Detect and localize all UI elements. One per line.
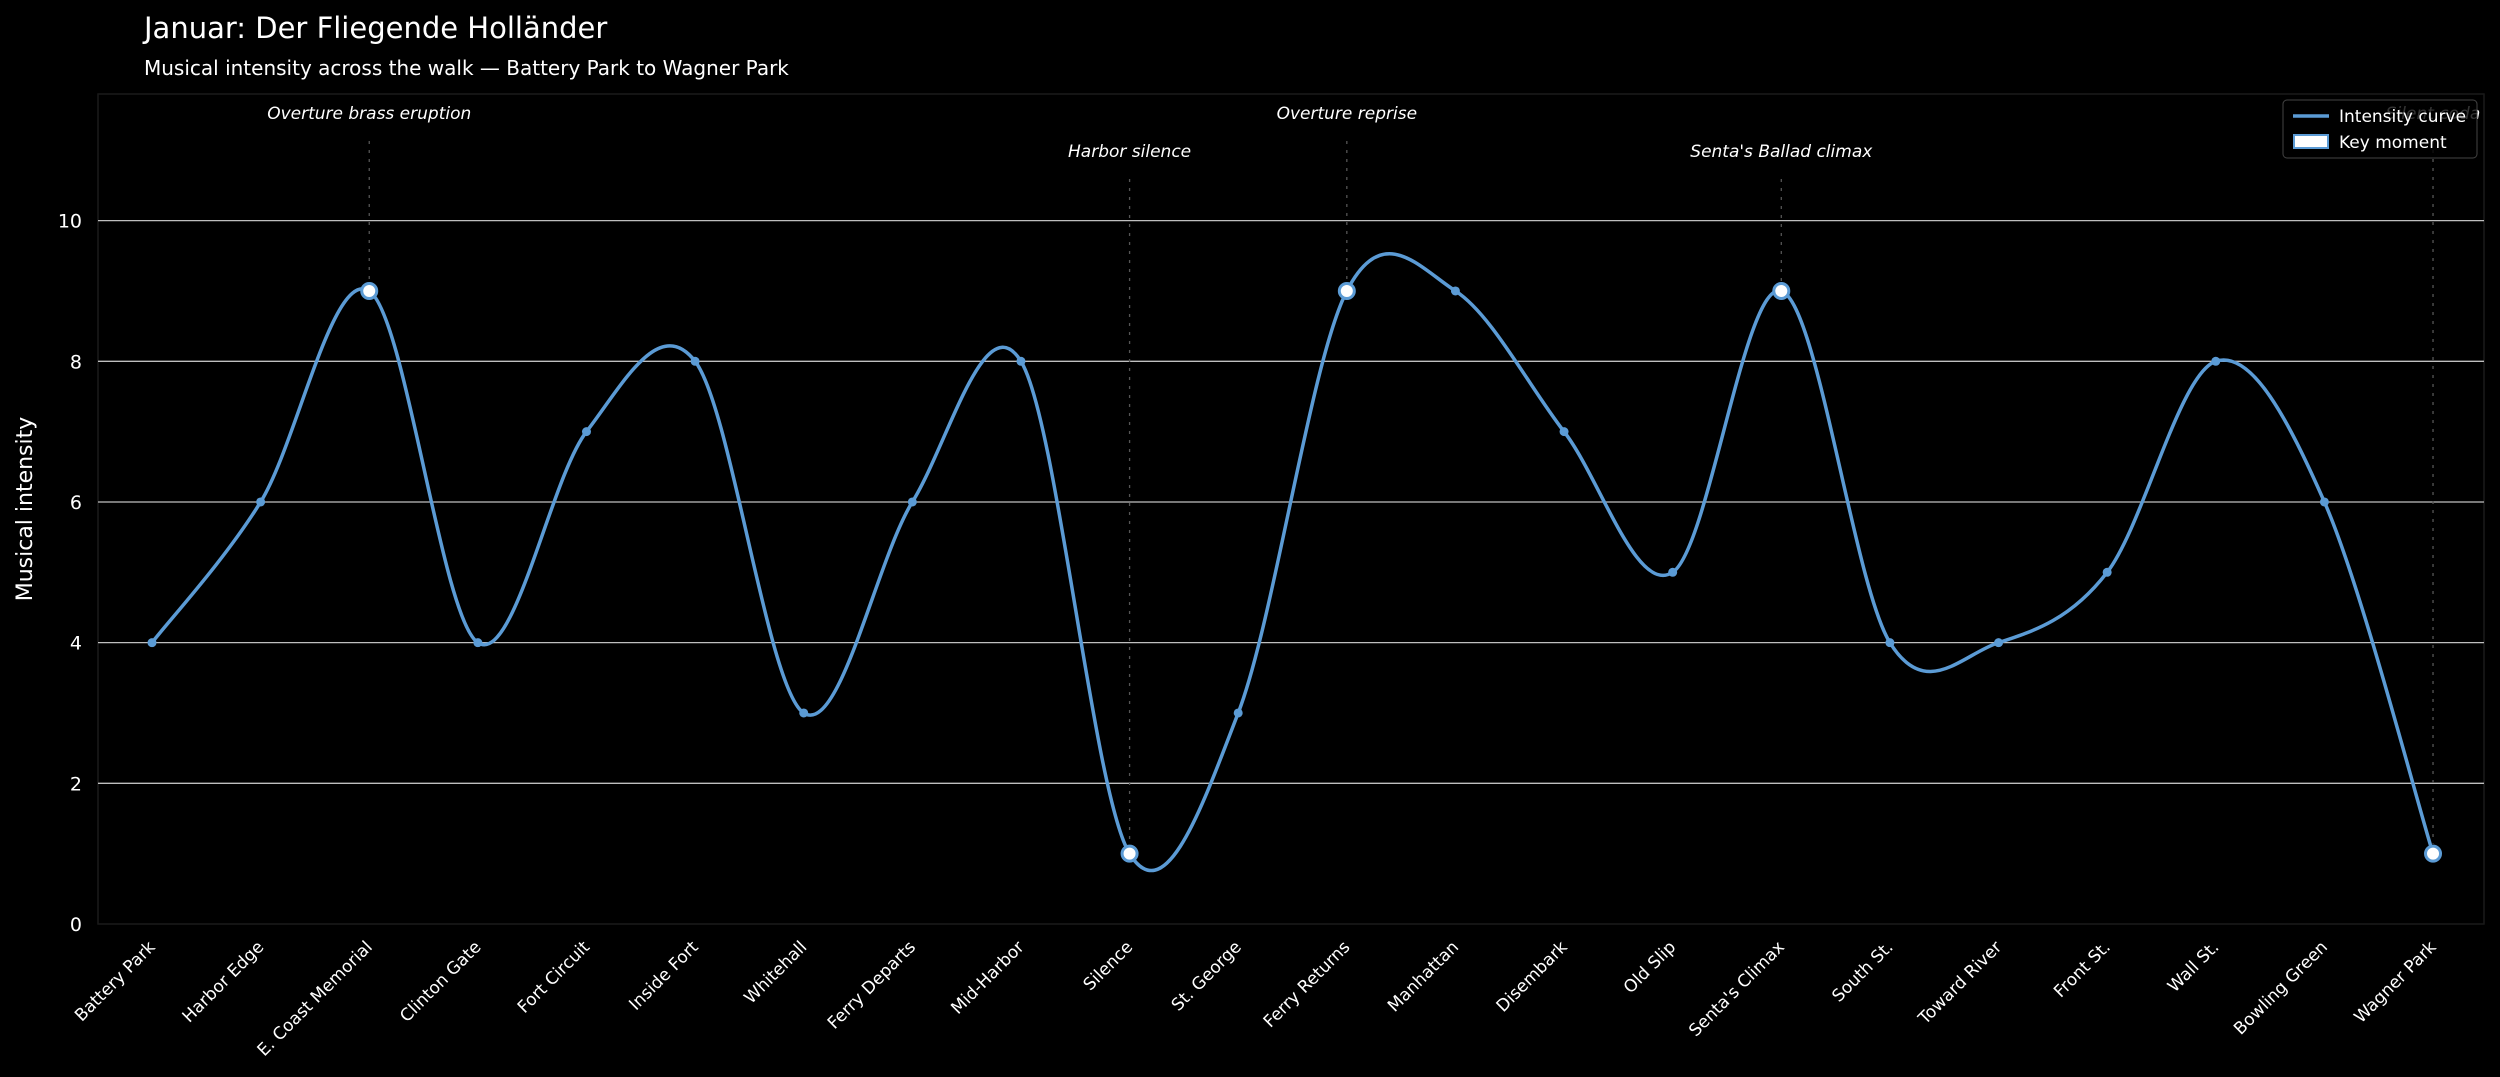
key-moment-marker bbox=[1772, 281, 1791, 300]
legend-marker-swatch bbox=[2293, 134, 2329, 149]
y-tick-label: 4 bbox=[70, 633, 82, 655]
data-point bbox=[2211, 356, 2221, 366]
data-point bbox=[1994, 638, 2004, 648]
data-point bbox=[1668, 567, 1678, 577]
chart-subtitle: Musical intensity across the walk — Batt… bbox=[144, 56, 789, 80]
x-tick-label: Ferry Returns bbox=[1260, 937, 1355, 1032]
x-tick-label: Mid-Harbor bbox=[947, 937, 1028, 1018]
data-point bbox=[473, 638, 483, 648]
data-point bbox=[1016, 356, 1026, 366]
data-point bbox=[1450, 286, 1460, 296]
x-tick-label: Toward River bbox=[1914, 937, 2006, 1029]
x-tick-label: Inside Fort bbox=[625, 937, 702, 1014]
x-tick-label: Bowling Green bbox=[2230, 937, 2332, 1039]
chart-title: Januar: Der Fliegende Holländer bbox=[142, 11, 607, 45]
x-tick-label: Whitehall bbox=[740, 937, 811, 1008]
y-tick-label: 0 bbox=[70, 914, 82, 936]
key-moment-marker bbox=[360, 281, 379, 300]
y-tick-label: 8 bbox=[70, 351, 82, 373]
x-tick-label: Wagner Park bbox=[2351, 937, 2441, 1027]
key-moment-marker bbox=[1120, 844, 1139, 863]
key-moment-marker bbox=[2424, 844, 2443, 863]
y-axis-label: Musical intensity bbox=[13, 417, 38, 602]
data-point bbox=[1885, 638, 1895, 648]
annotation-label: Overture reprise bbox=[1277, 104, 1417, 124]
x-tick-label: South St. bbox=[1828, 937, 1897, 1006]
data-point bbox=[147, 638, 157, 648]
x-tick-label: Front St. bbox=[2050, 937, 2115, 1002]
legend-marker-label: Key moment bbox=[2339, 133, 2447, 153]
y-tick-label: 6 bbox=[70, 492, 82, 514]
x-tick-label: Fort Circuit bbox=[514, 937, 594, 1017]
x-tick-label: Harbor Edge bbox=[179, 937, 268, 1026]
x-tick-label: Senta's Climax bbox=[1685, 937, 1789, 1041]
annotation-label: Senta's Ballad climax bbox=[1690, 142, 1873, 162]
data-point bbox=[907, 497, 917, 507]
data-point bbox=[256, 497, 266, 507]
intensity-curve bbox=[150, 252, 2435, 873]
annotation-label: Overture brass eruption bbox=[267, 104, 471, 124]
key-moment-marker bbox=[1337, 281, 1356, 300]
data-point bbox=[1233, 708, 1243, 718]
data-point bbox=[799, 708, 809, 718]
x-tick-label: E. Coast Memorial bbox=[254, 937, 377, 1060]
data-point bbox=[581, 427, 591, 437]
x-tick-label: Clinton Gate bbox=[396, 937, 485, 1026]
data-point bbox=[2102, 567, 2112, 577]
data-point bbox=[1559, 427, 1569, 437]
x-tick-label: Disembark bbox=[1493, 937, 1572, 1016]
y-tick-label: 10 bbox=[58, 211, 82, 233]
legend-box bbox=[2282, 99, 2478, 159]
legend-curve-label: Intensity curve bbox=[2339, 107, 2466, 127]
x-tick-label: St. George bbox=[1168, 937, 1246, 1015]
x-tick-label: Silence bbox=[1080, 937, 1137, 994]
annotation-guides bbox=[368, 141, 2434, 844]
legend: Intensity curve Key moment bbox=[2282, 99, 2478, 159]
data-point bbox=[690, 356, 700, 366]
plot-area bbox=[97, 93, 2485, 925]
x-tick-label: Manhattan bbox=[1384, 937, 1463, 1016]
x-tick-label: Old Slip bbox=[1620, 937, 1680, 997]
annotation-label: Harbor silence bbox=[1068, 142, 1191, 162]
data-point bbox=[2319, 497, 2329, 507]
x-tick-label: Ferry Departs bbox=[824, 937, 920, 1033]
annotations: Overture brass eruption Harbor silence Ove… bbox=[267, 104, 2480, 162]
x-tick-label: Wall St. bbox=[2164, 937, 2223, 996]
y-ticks: 0 2 4 6 8 10 bbox=[58, 211, 82, 936]
y-tick-label: 2 bbox=[70, 773, 82, 795]
data-points bbox=[147, 281, 2443, 863]
x-tick-label: Battery Park bbox=[71, 937, 160, 1026]
